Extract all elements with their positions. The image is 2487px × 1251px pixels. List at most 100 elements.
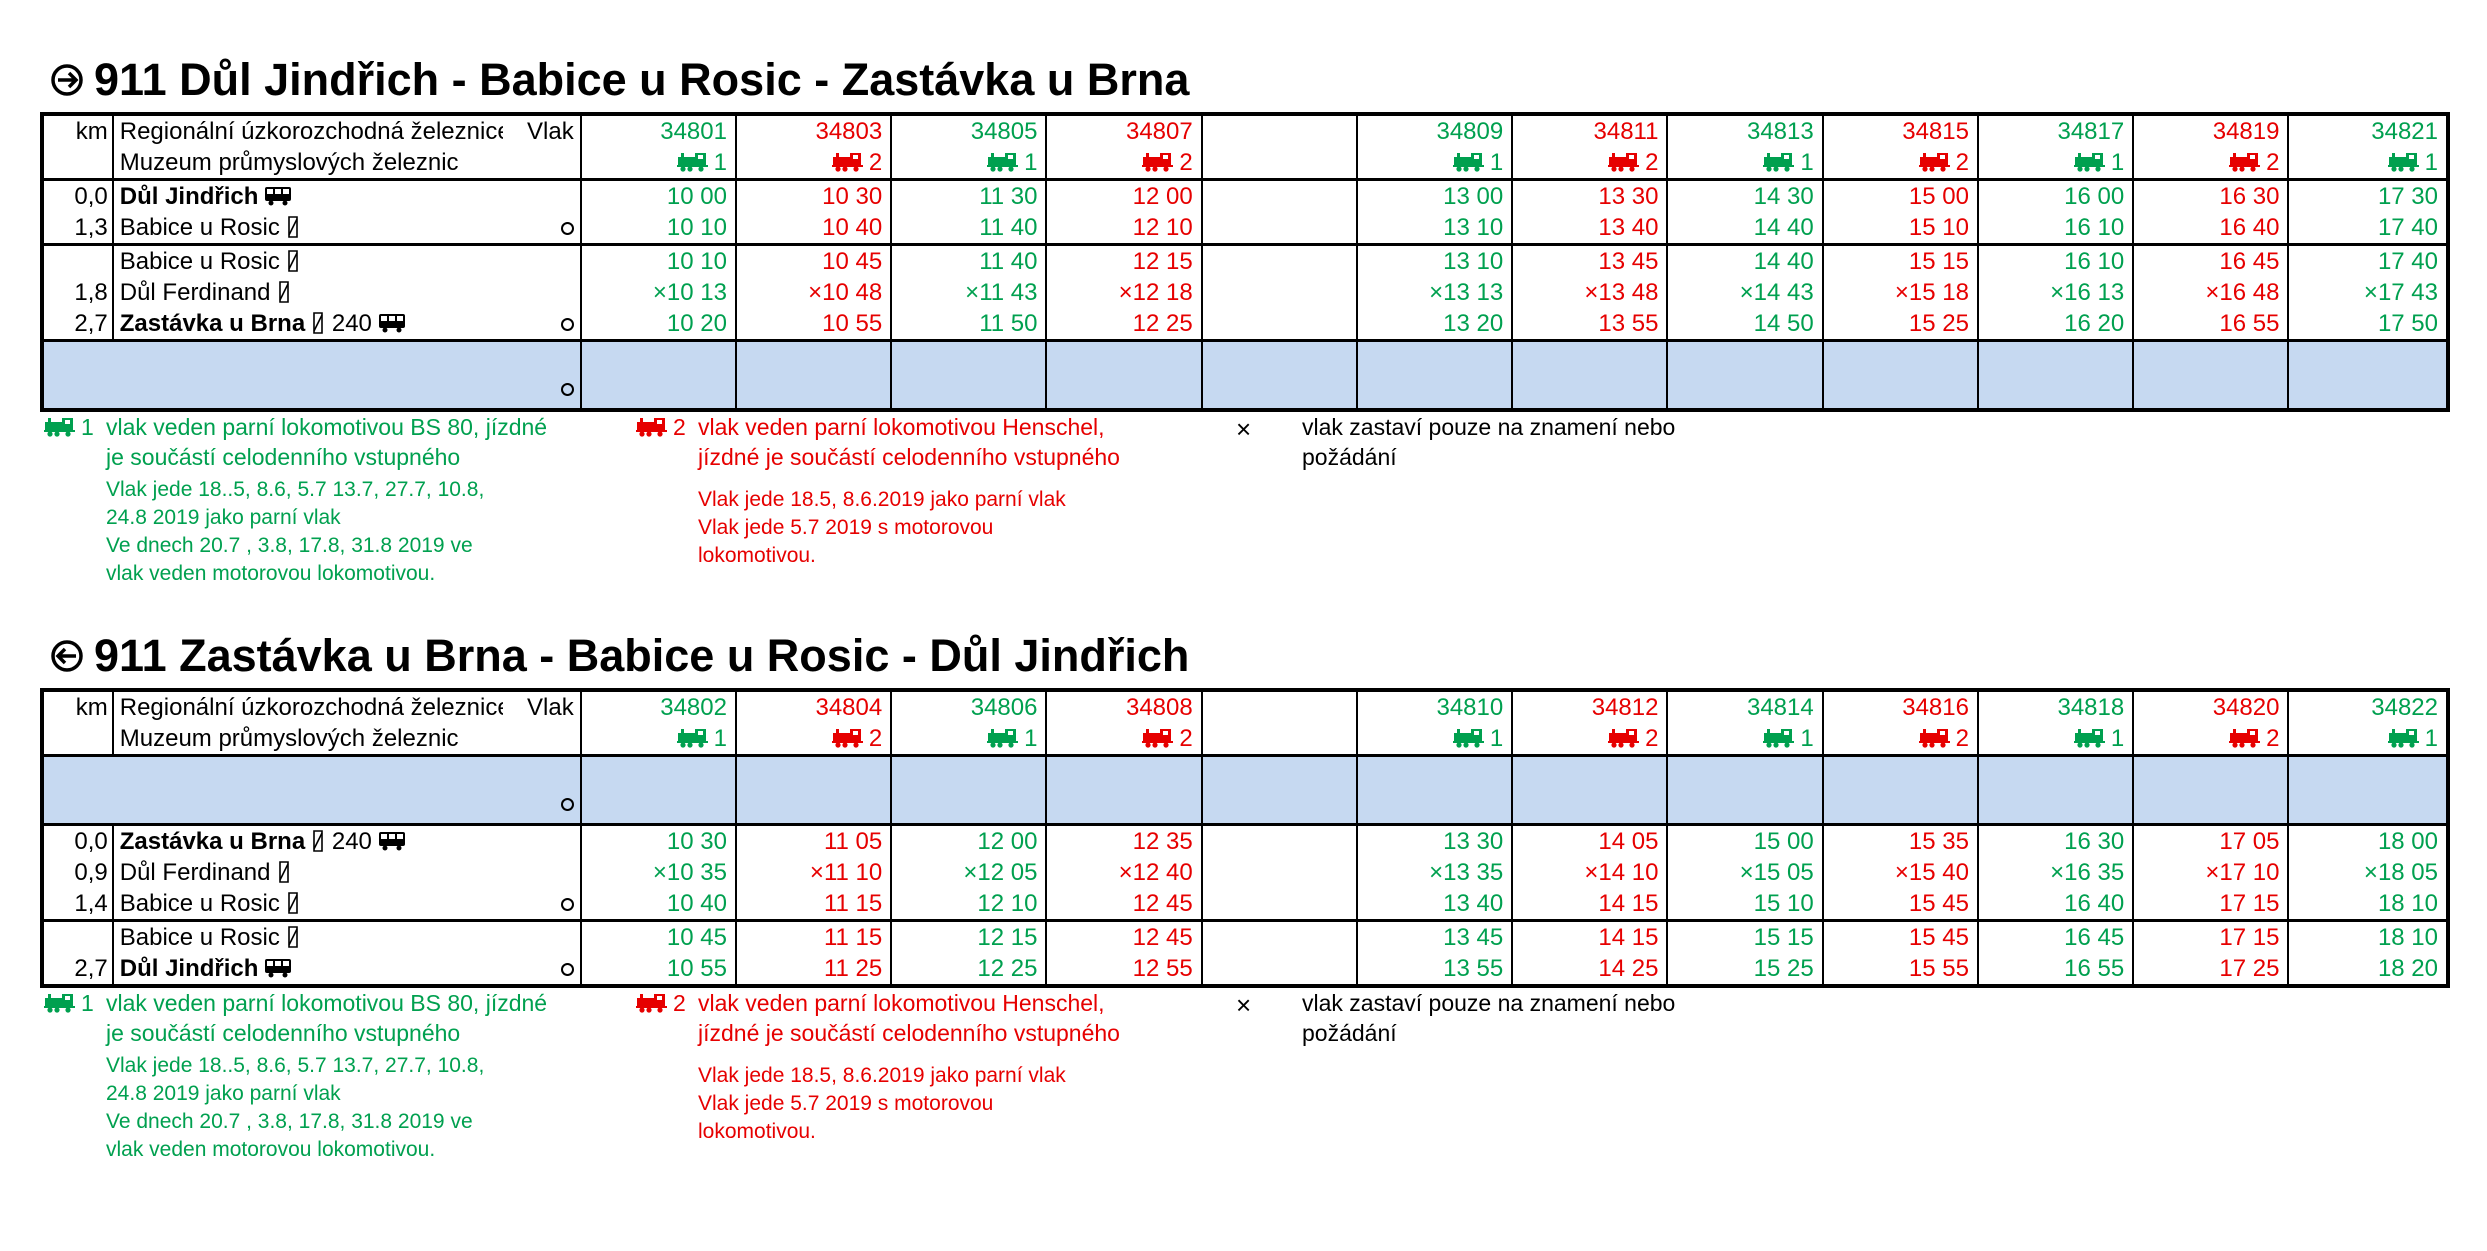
time-cell: 17 15 [2133,920,2290,953]
time-cell: 12 55 [1046,953,1203,984]
steam-locomotive-icon [1452,728,1484,748]
steam-locomotive-icon [2387,728,2419,748]
circle-marker [560,798,574,812]
km-header: km [44,692,114,723]
request-stop-icon [278,280,289,303]
time-cell: 10 40 [735,212,893,246]
km-value [44,920,114,953]
time-cell: 15 15 [1667,920,1824,953]
train-loco: 1 [1667,147,1824,181]
time-cell: 16 10 [1977,244,2135,277]
km-value: 2,7 [44,953,114,984]
train-number: 34802 [580,692,737,723]
bus-icon [265,186,292,206]
loco-number: 1 [2110,149,2125,176]
train-number: 34801 [580,116,737,147]
time-cell [1201,824,1358,857]
time-cell: 14 15 [1512,888,1669,922]
loco-number: 2 [1645,725,1659,752]
time-cell: ×11 43 [891,277,1048,308]
bus-icon [378,831,405,851]
time-cell: 14 40 [1667,212,1824,246]
train-number: 34820 [2133,692,2290,723]
circle-marker [560,222,574,236]
train-number: 34812 [1512,692,1669,723]
train-loco: 2 [1512,147,1669,181]
km-value: 1,3 [44,212,114,246]
loco-number: 2 [868,725,883,752]
train-loco: 2 [2133,723,2290,757]
loco-number: 1 [1800,725,1814,752]
station-name: Babice u Rosic [119,890,280,917]
time-cell: 11 50 [891,308,1048,342]
time-cell: 13 45 [1512,244,1669,277]
km-value: 2,7 [44,308,114,342]
station-row: 1,4 Babice u Rosic 10 40 11 15 12 10 12 45 13 … [44,888,2446,922]
train-number: 34817 [1977,116,2135,147]
time-cell: 16 10 [1977,212,2135,246]
time-cell: 10 30 [580,824,737,857]
train-header-spacer [503,723,582,757]
time-cell: ×10 48 [735,277,893,308]
time-cell: 13 30 [1512,179,1669,212]
loco-number: 2 [1955,149,1969,176]
steam-locomotive-icon [636,417,667,437]
time-cell [1201,212,1358,246]
time-cell: 15 35 [1822,824,1979,857]
loco-number: 1 [2424,149,2438,176]
time-cell: ×12 40 [1046,857,1203,888]
train-loco: 2 [1822,723,1979,757]
direction-arrow-icon [51,64,83,96]
station-name: Babice u Rosic [119,248,280,275]
station-cell: Zastávka u Brna 240 [112,308,504,342]
time-cell: 16 55 [2133,308,2290,342]
train-loco: 1 [1977,723,2135,757]
time-cell: 14 05 [1512,824,1669,857]
station-row: 1,8 Důl Ferdinand ×10 13 ×10 48 ×11 43 ×12 18… [44,277,2446,308]
legend-green-2: vlak veden parní lokomotivou BS 80, jízd… [106,990,548,1161]
time-cell: 16 45 [1977,920,2135,953]
time-cell: 13 45 [1356,920,1514,953]
time-cell: 17 40 [2377,248,2438,275]
steam-locomotive-icon [831,152,863,172]
time-cell: 11 25 [735,953,893,984]
steam-locomotive-icon [44,993,75,1013]
train-loco: 1 [580,147,737,181]
km-value: 0,9 [44,857,114,888]
station-row: 2,7 Zastávka u Brna 240 10 20 10 55 11 50 12 … [44,308,2446,342]
request-stop-icon [278,860,289,883]
circle-marker [560,318,574,332]
station-cell: Babice u Rosic [112,888,504,922]
steam-locomotive-icon [1918,152,1950,172]
steam-locomotive-icon [676,152,708,172]
km-value [44,244,114,277]
station-row: 1,3 Babice u Rosic 10 10 10 40 11 40 12 10 13 … [44,212,2446,246]
time-cell: ×12 18 [1046,277,1203,308]
km-spacer [44,723,114,757]
unused-row [44,755,2446,826]
train-loco: 2 [735,723,893,757]
station-cell: Babice u Rosic [112,212,504,246]
direction-arrow-icon [51,640,83,672]
train-loco: 1 [2288,723,2446,757]
steam-locomotive-icon [1608,152,1640,172]
station-name: Důl Jindřich [119,955,259,982]
time-cell: ×15 05 [1667,857,1824,888]
time-cell: 15 45 [1822,920,1979,953]
train-number: 34805 [891,116,1048,147]
time-cell: ×10 35 [580,857,737,888]
time-cell: 15 25 [1667,953,1824,984]
time-cell: 12 10 [891,888,1048,922]
loco-number: 2 [1179,149,1193,176]
time-cell: 10 00 [580,179,737,212]
legend-green: vlak veden parní lokomotivou BS 80, jízd… [106,414,548,585]
time-cell: 12 45 [1046,920,1203,953]
train-loco: 1 [1356,147,1514,181]
station-name: Důl Jindřich [119,183,259,210]
time-cell: 17 05 [2133,824,2290,857]
connection-number: 240 [331,310,372,337]
loco-number: 1 [1800,149,1814,176]
time-cell: ×10 13 [580,277,737,308]
time-cell: 15 55 [1822,953,1979,984]
time-cell: 15 10 [1822,212,1979,246]
